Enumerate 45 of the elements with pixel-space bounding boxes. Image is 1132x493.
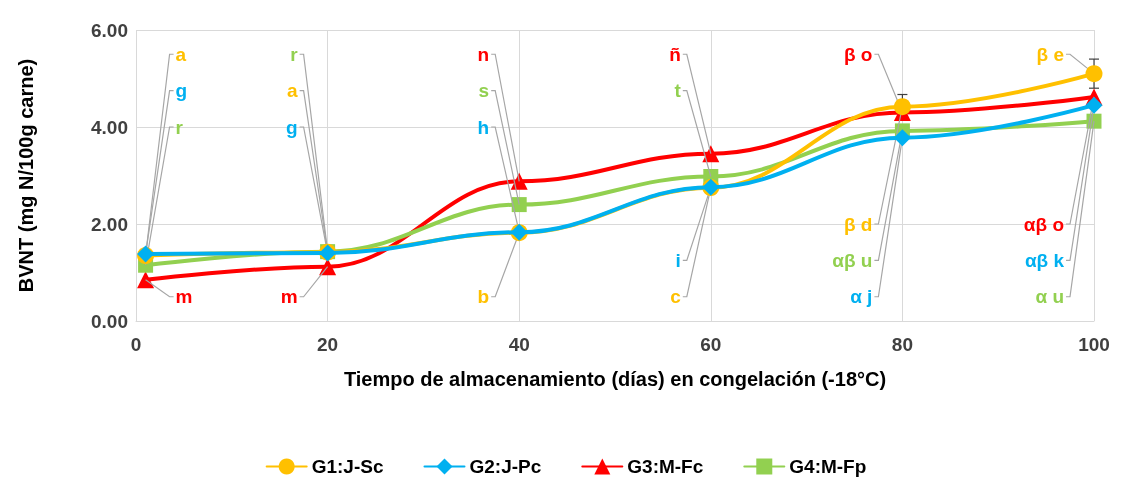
annotation: m bbox=[175, 286, 193, 308]
point bbox=[893, 129, 911, 147]
annotation: β e bbox=[1036, 43, 1064, 65]
x-axis-title: Tiempo de almacenamiento (días) en congelación (-18°C) bbox=[343, 368, 887, 390]
x-tick-label: 0 bbox=[130, 334, 142, 355]
y-tick-label: 0.00 bbox=[91, 310, 128, 332]
annotation: t bbox=[674, 80, 682, 102]
annotation: α u bbox=[1035, 286, 1064, 308]
annotation: s bbox=[478, 80, 490, 102]
annotation: αβ u bbox=[832, 249, 873, 271]
y-tick-label: 6.00 bbox=[91, 19, 128, 41]
y-tick-label: 2.00 bbox=[91, 213, 128, 235]
annotation: a bbox=[175, 43, 187, 65]
y-tick-label: 4.00 bbox=[91, 116, 128, 138]
x-tick-label: 20 bbox=[317, 334, 339, 355]
annotation: n bbox=[477, 43, 490, 65]
annotation: ñ bbox=[669, 43, 681, 65]
annotation: β d bbox=[843, 213, 873, 235]
annotation: i bbox=[675, 249, 681, 271]
legend-label: G4:M-Fp bbox=[789, 456, 867, 477]
point bbox=[893, 98, 911, 116]
annotation: a bbox=[287, 80, 299, 102]
point bbox=[1085, 96, 1103, 114]
annotation: c bbox=[670, 286, 682, 308]
legend-label: G1:J-Sc bbox=[311, 456, 384, 477]
annotation: αβ o bbox=[1023, 213, 1064, 235]
annotation: h bbox=[477, 116, 490, 138]
x-tick-label: 60 bbox=[700, 334, 722, 355]
x-tick-label: 80 bbox=[891, 334, 913, 355]
x-tick-label: 100 bbox=[1078, 334, 1110, 355]
annotation: b bbox=[477, 286, 490, 308]
annotation: m bbox=[280, 286, 298, 308]
y-axis-title: BVNT (mg N/100g carne) bbox=[15, 58, 37, 293]
annotation: αβ k bbox=[1024, 249, 1065, 271]
point bbox=[1085, 65, 1103, 83]
annotation: g bbox=[175, 80, 188, 102]
legend-label: G2:J-Pc bbox=[469, 456, 542, 477]
annotation: g bbox=[285, 116, 298, 138]
annotation: r bbox=[290, 43, 299, 65]
annotation: β o bbox=[843, 43, 873, 65]
point bbox=[137, 271, 155, 289]
legend-label: G3:M-Fc bbox=[627, 456, 704, 477]
x-tick-label: 40 bbox=[508, 334, 530, 355]
annotation: α j bbox=[850, 286, 873, 308]
annotation: r bbox=[175, 116, 184, 138]
